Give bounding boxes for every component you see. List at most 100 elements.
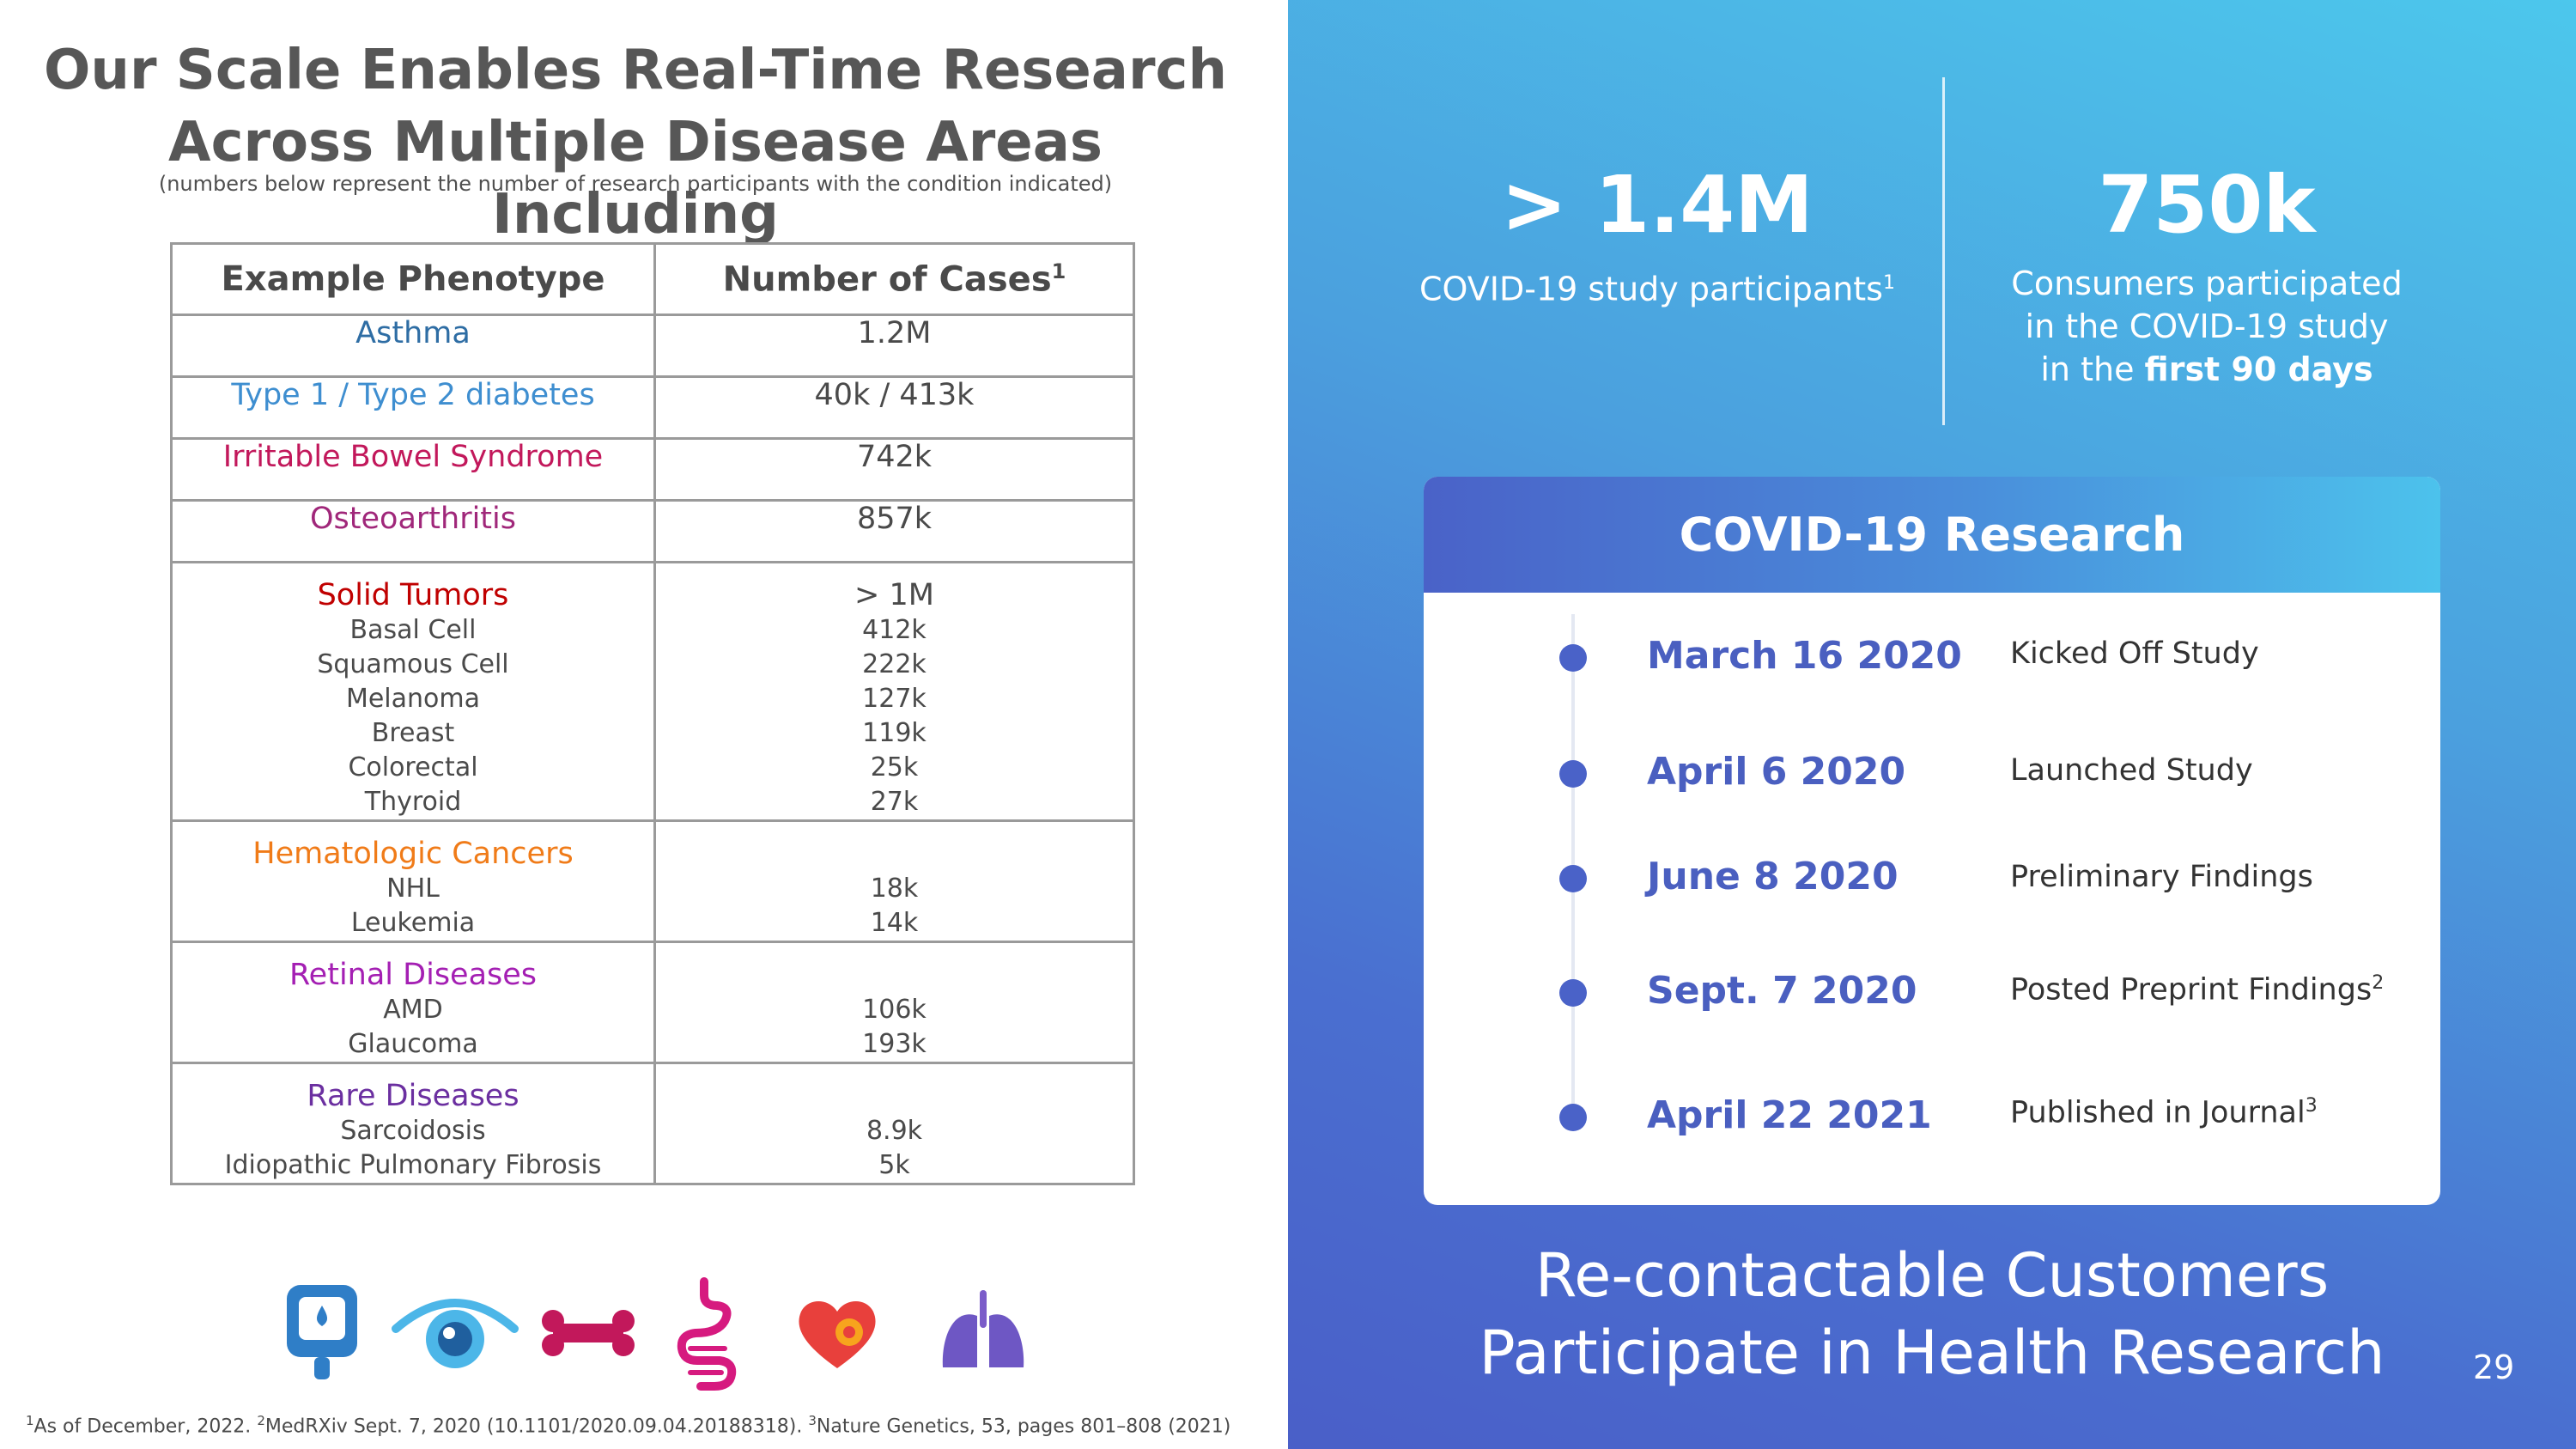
sub-value: 193k	[862, 1029, 927, 1059]
sub-label: Squamous Cell	[317, 649, 509, 679]
timeline-event: Posted Preprint Findings2	[2010, 972, 2384, 1008]
sub-label: Breast	[371, 718, 455, 748]
group-value	[656, 822, 1133, 872]
consumers-caption-line-1: Consumers participated	[2011, 265, 2403, 302]
timeline-dot	[1559, 760, 1587, 788]
slide-subtitle: (numbers below represent the number of r…	[158, 172, 1113, 196]
sub-value: 18k	[870, 874, 919, 904]
cases-cell: 857k	[653, 499, 1135, 563]
group-label: Rare Diseases	[307, 1079, 519, 1113]
phenotype-group-cell: Hematologic Cancers NHL Leukemia	[170, 819, 656, 943]
table-row: Irritable Bowel Syndrome 742k	[170, 437, 1135, 502]
timeline-event: Kicked Off Study	[2010, 636, 2259, 671]
participants-stat: > 1.4M	[1501, 159, 1814, 251]
heart-icon	[799, 1301, 876, 1368]
cases-group-cell: 8.9k 5k	[653, 1062, 1135, 1185]
sub-label: Sarcoidosis	[340, 1116, 486, 1146]
phenotype-group-cell: Retinal Diseases AMD Glaucoma	[170, 941, 656, 1064]
table-row: Rare Diseases Sarcoidosis Idiopathic Pul…	[170, 1062, 1135, 1185]
sub-value: 8.9k	[866, 1116, 923, 1146]
footnote-marker: 3	[2305, 1095, 2318, 1117]
participants-caption-text: COVID-19 study participants	[1419, 270, 1883, 308]
group-label: Hematologic Cancers	[252, 837, 574, 871]
timeline-event: Preliminary Findings	[2010, 860, 2313, 894]
title-line-1: Our Scale Enables Real-Time Research	[43, 39, 1228, 102]
tagline-line-2: Participate in Health Research	[1479, 1318, 2385, 1388]
group-label: Solid Tumors	[317, 578, 509, 612]
phenotype-cell: Asthma	[170, 314, 656, 378]
phenotype-group-cell: Rare Diseases Sarcoidosis Idiopathic Pul…	[170, 1062, 656, 1185]
timeline-event-text: Preliminary Findings	[2010, 860, 2313, 894]
consumers-caption-line-3: in the first 90 days	[1958, 348, 2456, 391]
sub-label: Thyroid	[364, 787, 462, 817]
tagline-line-1: Re-contactable Customers	[1534, 1240, 2330, 1311]
sub-value: 25k	[870, 752, 919, 782]
group-value: > 1M	[854, 578, 934, 612]
phenotype-cell: Osteoarthritis	[170, 499, 656, 563]
slide-title: Our Scale Enables Real-Time Research Acr…	[34, 34, 1236, 251]
cases-group-cell: 18k 14k	[653, 819, 1135, 943]
sub-value: 222k	[862, 649, 927, 679]
sub-value: 119k	[862, 718, 927, 748]
sub-label: Glaucoma	[348, 1029, 478, 1059]
stats-divider	[1942, 77, 1945, 425]
timeline-date: April 6 2020	[1647, 750, 1906, 794]
sub-label: Basal Cell	[349, 615, 477, 645]
column-header-cases: Number of Cases1	[653, 242, 1135, 316]
footnote-marker: 2	[2372, 972, 2385, 994]
caption-prefix: in the	[2040, 350, 2145, 388]
sub-label: Idiopathic Pulmonary Fibrosis	[224, 1150, 602, 1180]
consumers-caption: Consumers participated in the COVID-19 s…	[1958, 262, 2456, 391]
bone-icon	[542, 1310, 635, 1356]
timeline-date: June 8 2020	[1647, 855, 1899, 898]
group-label: Retinal Diseases	[289, 958, 538, 992]
phenotype-table: Example Phenotype Number of Cases1 Asthm…	[170, 242, 1135, 1185]
sub-label: Leukemia	[350, 908, 476, 938]
footnote-number: 2	[257, 1413, 265, 1428]
cases-group-cell: 106k 193k	[653, 941, 1135, 1064]
timeline-event-text: Published in Journal	[2010, 1095, 2306, 1130]
disease-icons-row	[0, 1277, 1288, 1393]
sub-value: 106k	[862, 995, 927, 1025]
footnote-marker: 1	[1051, 259, 1066, 283]
timeline-dot	[1559, 865, 1587, 892]
group-value	[656, 1064, 1133, 1114]
sub-value: 14k	[870, 908, 919, 938]
lungs-icon	[942, 1290, 1024, 1367]
sub-label: Colorectal	[348, 752, 478, 782]
table-row: Hematologic Cancers NHL Leukemia 18k 14k	[170, 819, 1135, 943]
footnote-text: As of December, 2022.	[33, 1416, 252, 1438]
footnote-marker: 1	[1882, 272, 1895, 294]
eye-icon	[392, 1299, 519, 1368]
participants-caption: COVID-19 study participants1	[1374, 262, 1941, 311]
intestine-icon	[677, 1277, 737, 1391]
group-value	[656, 943, 1133, 993]
table-row: Retinal Diseases AMD Glaucoma 106k 193k	[170, 941, 1135, 1064]
phenotype-cell: Irritable Bowel Syndrome	[170, 437, 656, 502]
phenotype-group-cell: Solid Tumors Basal Cell Squamous Cell Me…	[170, 561, 656, 822]
column-header-phenotype: Example Phenotype	[170, 242, 656, 316]
covid-panel: > 1.4M COVID-19 study participants1 750k…	[1288, 0, 2576, 1449]
phenotype-cell: Type 1 / Type 2 diabetes	[170, 375, 656, 440]
page-number: 29	[2473, 1349, 2515, 1386]
caption-emphasis: first 90 days	[2144, 350, 2373, 388]
tagline: Re-contactable Customers Participate in …	[1374, 1237, 2490, 1391]
timeline-event: Launched Study	[2010, 753, 2253, 788]
table-row: Osteoarthritis 857k	[170, 499, 1135, 563]
footnote-number: 3	[808, 1413, 817, 1428]
timeline-dot	[1559, 979, 1587, 1007]
sub-value: 27k	[870, 787, 919, 817]
consumers-caption-line-2: in the COVID-19 study	[2025, 307, 2389, 345]
sub-value: 5k	[878, 1150, 910, 1180]
timeline-dot	[1559, 644, 1587, 672]
cases-cell: 40k / 413k	[653, 375, 1135, 440]
glucose-meter-icon	[287, 1285, 357, 1379]
timeline-event: Published in Journal3	[2010, 1095, 2318, 1130]
timeline-event-text: Kicked Off Study	[2010, 636, 2259, 671]
timeline-date: March 16 2020	[1647, 634, 1962, 678]
cases-group-cell: > 1M 412k 222k 127k 119k 25k 27k	[653, 561, 1135, 822]
footnotes: 1As of December, 2022. 2MedRXiv Sept. 7,…	[26, 1413, 1230, 1437]
sub-label: NHL	[386, 874, 440, 904]
cases-cell: 1.2M	[653, 314, 1135, 378]
table-row: Asthma 1.2M	[170, 314, 1135, 378]
